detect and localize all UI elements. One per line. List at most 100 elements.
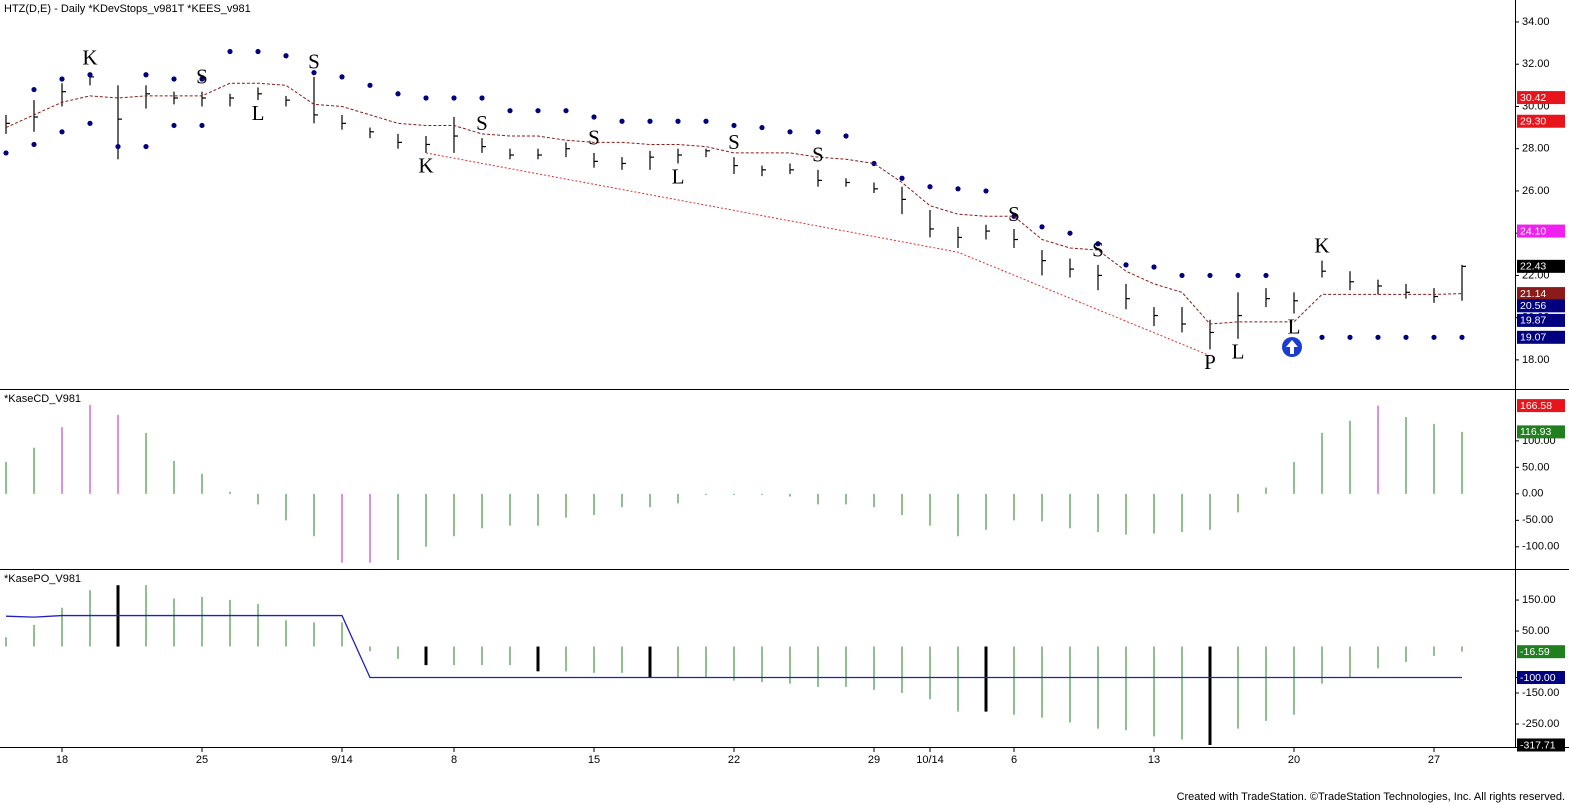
price-marker-label: -100.00 [1520, 672, 1556, 684]
panel-title: HTZ(D,E) - Daily *KDevStops_v981T *KEES_… [4, 3, 251, 15]
stop-dot [479, 95, 485, 101]
panel-title: *KasePO_V981 [4, 573, 81, 585]
stop-dot [899, 175, 905, 181]
stop-dot [1403, 334, 1409, 340]
price-marker-label: 166.58 [1520, 400, 1552, 412]
stop-dot [423, 95, 429, 101]
stop-dot [507, 108, 513, 114]
stop-dot [255, 48, 261, 55]
x-tick-label: 27 [1428, 754, 1440, 766]
stop-dot [703, 118, 709, 124]
signal-label: S [812, 143, 824, 167]
signal-label: K [418, 154, 433, 178]
y-tick-label: 26.00 [1522, 185, 1550, 197]
y-tick-label: -100.00 [1522, 541, 1559, 553]
stop-dot [1179, 272, 1185, 279]
stop-dot [227, 48, 233, 55]
stop-dot [87, 72, 93, 78]
stop-dot [759, 124, 765, 131]
y-tick-label: -250.00 [1522, 718, 1559, 730]
x-tick-label: 25 [196, 754, 208, 766]
price-marker [1517, 425, 1565, 439]
stop-dot [563, 108, 569, 114]
x-tick-label: 9/14 [331, 754, 352, 766]
stop-dot [1431, 334, 1437, 340]
stop-dot [3, 150, 9, 156]
footer: Created with TradeStation. ©TradeStation… [1177, 791, 1565, 803]
stop-dot [675, 118, 681, 124]
y-tick-label: 34.00 [1522, 16, 1550, 28]
stop-dot [31, 141, 37, 148]
signal-label: S [196, 64, 208, 88]
price-marker-label: 21.14 [1520, 288, 1546, 300]
stop-dot [367, 82, 373, 88]
stop-dot [1067, 230, 1073, 236]
x-tick-label: 20 [1288, 754, 1300, 766]
stop-dot [619, 118, 625, 124]
x-tick-label: 8 [451, 754, 457, 766]
signal-label: K [82, 45, 97, 69]
price-marker [1517, 224, 1565, 238]
stop-dot [731, 122, 737, 129]
stop-dot [647, 118, 653, 124]
y-tick-label: -50.00 [1522, 514, 1553, 526]
x-tick-label: 13 [1148, 754, 1160, 766]
y-tick-label: 32.00 [1522, 58, 1550, 70]
stop-dot [395, 91, 401, 97]
price-marker [1517, 738, 1565, 752]
stop-dot [535, 108, 541, 114]
x-tick-label: 6 [1011, 754, 1017, 766]
price-marker-label: 22.43 [1520, 261, 1546, 273]
stop-dot [59, 76, 65, 82]
stop-dot [1375, 334, 1381, 340]
y-tick-label: 50.00 [1522, 625, 1550, 637]
stop-dot [983, 188, 989, 194]
stop-dot [59, 129, 65, 135]
price-marker [1517, 259, 1565, 273]
signal-label: K [1314, 233, 1329, 257]
signal-label: P [1204, 350, 1216, 374]
stop-dot [1347, 334, 1353, 340]
price-marker-label: 19.87 [1520, 315, 1546, 327]
price-marker-label: 30.42 [1520, 92, 1546, 104]
stop-dot [1319, 334, 1325, 340]
stop-dot [171, 76, 177, 82]
panel-title: *KaseCD_V981 [4, 393, 81, 405]
stop-dot [31, 86, 37, 93]
signal-label: S [728, 130, 740, 154]
stop-dot [451, 95, 457, 101]
price-marker-label: -16.59 [1520, 646, 1550, 658]
price-marker-label: 24.10 [1520, 225, 1546, 237]
stop-dot [283, 53, 289, 59]
y-tick-label: -150.00 [1522, 687, 1559, 699]
price-marker [1517, 114, 1565, 128]
stop-dot [815, 129, 821, 135]
price-marker [1517, 287, 1565, 301]
stop-dot [171, 122, 177, 129]
signal-label: S [1008, 202, 1020, 226]
price-marker-label: 20.56 [1520, 300, 1546, 312]
price-marker-label: 19.07 [1520, 332, 1546, 344]
stop-dot [1459, 334, 1465, 340]
stop-dot [199, 76, 205, 82]
y-tick-label: 18.00 [1522, 354, 1550, 366]
price-marker [1517, 399, 1565, 413]
signal-label: L [252, 101, 265, 125]
price-marker [1517, 313, 1565, 327]
y-tick-label: 150.00 [1522, 594, 1556, 606]
signal-label: S [476, 111, 488, 135]
stop-dot [311, 70, 317, 76]
stop-dot [339, 74, 345, 80]
stop-dot [1151, 264, 1157, 270]
stop-dot [591, 114, 597, 120]
x-tick-label: 22 [728, 754, 740, 766]
stop-dot [1263, 272, 1269, 279]
stop-dot [143, 72, 149, 78]
y-tick-label: 28.00 [1522, 143, 1550, 155]
y-tick-label: 50.00 [1522, 461, 1550, 473]
stop-dot [927, 184, 933, 190]
price-marker [1517, 645, 1565, 659]
x-tick-label: 10/14 [916, 754, 944, 766]
